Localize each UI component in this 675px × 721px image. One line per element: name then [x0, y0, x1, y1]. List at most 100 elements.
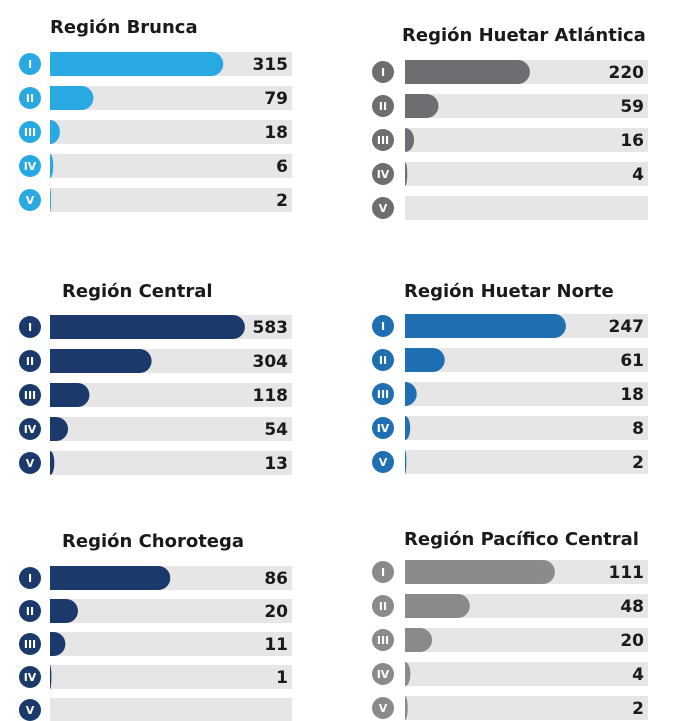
category-label: V	[379, 202, 388, 215]
category-badge	[19, 666, 41, 688]
value-label: 2	[632, 699, 644, 719]
category-label: III	[377, 634, 389, 647]
bar	[50, 632, 66, 656]
bar-track	[50, 383, 292, 407]
value-label: 18	[264, 123, 288, 143]
category-badge	[372, 595, 394, 617]
bar-track	[50, 451, 292, 475]
bar-track	[405, 196, 648, 220]
value-label: 118	[253, 386, 289, 406]
category-label: II	[26, 355, 34, 368]
bar-track	[50, 188, 292, 212]
chart-title: Región Pacífico Central	[404, 529, 639, 550]
category-label: V	[26, 194, 35, 207]
value-label: 2	[276, 191, 288, 211]
category-badge	[19, 418, 41, 440]
value-label: 4	[632, 165, 644, 185]
bar	[405, 162, 408, 186]
chart-title: Región Huetar Atlántica	[402, 25, 646, 46]
bar	[50, 52, 224, 76]
value-label: 86	[264, 569, 288, 589]
category-badge	[19, 699, 41, 721]
value-label: 2	[632, 453, 644, 473]
value-label: 20	[264, 602, 288, 622]
value-label: 4	[632, 665, 644, 685]
value-label: 61	[620, 351, 644, 371]
category-badge	[372, 129, 394, 151]
bar-track	[405, 450, 648, 474]
category-label: IV	[377, 668, 390, 681]
bar	[405, 348, 445, 372]
bar	[50, 188, 52, 212]
chart-title: Región Huetar Norte	[404, 281, 614, 302]
value-label: 54	[264, 420, 288, 440]
bar-track	[50, 599, 292, 623]
bar-track	[50, 120, 292, 144]
bar-track	[405, 348, 648, 372]
bar	[50, 349, 152, 373]
category-label: III	[377, 134, 389, 147]
category-badge	[19, 53, 41, 75]
category-badge	[372, 163, 394, 185]
category-label: III	[24, 638, 36, 651]
bar	[405, 416, 411, 440]
category-badge	[372, 663, 394, 685]
value-label: 13	[264, 454, 288, 474]
category-label: I	[28, 572, 32, 585]
category-badge	[372, 629, 394, 651]
category-label: I	[381, 566, 385, 579]
value-label: 304	[253, 352, 289, 372]
category-badge	[372, 315, 394, 337]
bar	[405, 662, 411, 686]
category-badge	[372, 197, 394, 219]
category-badge	[372, 61, 394, 83]
category-badge	[19, 384, 41, 406]
bar	[50, 417, 69, 441]
bar	[405, 128, 415, 152]
category-label: V	[26, 457, 35, 470]
category-label: II	[26, 92, 34, 105]
category-label: V	[379, 702, 388, 715]
bar-track	[405, 662, 648, 686]
category-label: II	[26, 605, 34, 618]
category-badge	[372, 349, 394, 371]
bar-track	[50, 632, 292, 656]
bar	[405, 628, 432, 652]
category-badge	[19, 600, 41, 622]
category-badge	[19, 189, 41, 211]
category-badge	[19, 633, 41, 655]
bar-track	[405, 128, 648, 152]
category-badge	[19, 350, 41, 372]
chart-title: Región Chorotega	[62, 531, 244, 552]
category-badge	[372, 451, 394, 473]
category-label: III	[24, 126, 36, 139]
value-label: 583	[253, 318, 289, 338]
category-badge	[19, 567, 41, 589]
value-label: 79	[264, 89, 288, 109]
value-label: 315	[253, 55, 289, 75]
bar	[50, 665, 52, 689]
category-label: V	[26, 704, 35, 717]
category-badge	[19, 87, 41, 109]
category-label: III	[24, 389, 36, 402]
category-label: IV	[24, 160, 37, 173]
bar-track	[405, 628, 648, 652]
value-label: 48	[620, 597, 644, 617]
bar	[50, 383, 90, 407]
category-badge	[372, 697, 394, 719]
category-label: IV	[377, 422, 390, 435]
value-label: 16	[620, 131, 644, 151]
bar-track	[50, 698, 292, 721]
category-label: IV	[24, 423, 37, 436]
bar	[405, 94, 439, 119]
category-label: II	[379, 600, 387, 613]
category-label: I	[381, 66, 385, 79]
bar	[50, 599, 78, 623]
value-label: 6	[276, 157, 288, 177]
category-label: IV	[377, 168, 390, 181]
category-badge	[372, 383, 394, 405]
value-label: 59	[620, 97, 644, 117]
category-badge	[19, 316, 41, 338]
chart-title: Región Brunca	[50, 17, 198, 38]
